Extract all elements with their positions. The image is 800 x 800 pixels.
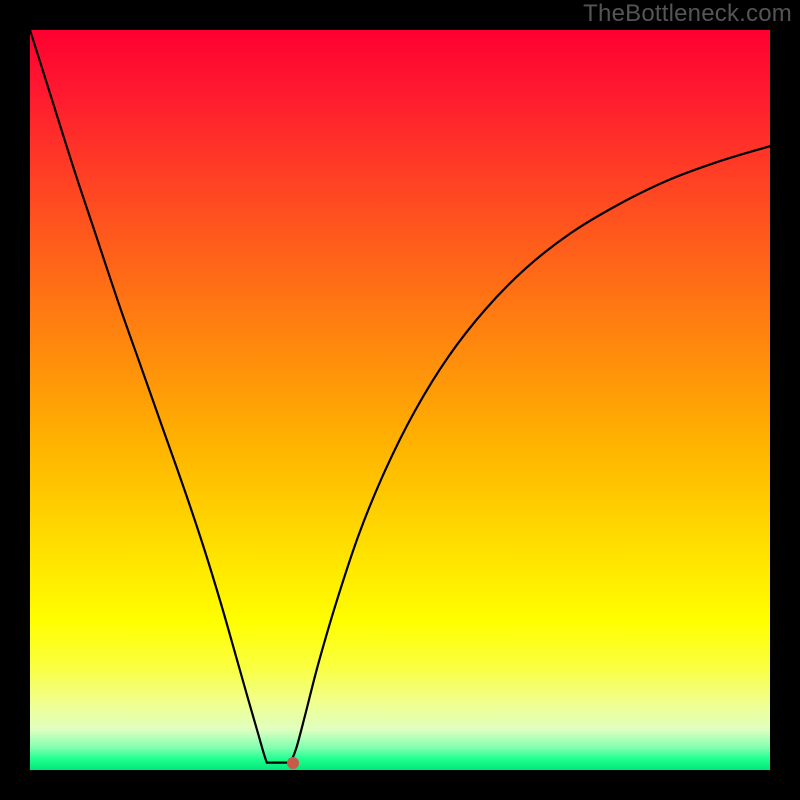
curve-left-branch bbox=[30, 30, 267, 763]
watermark-text: TheBottleneck.com bbox=[583, 0, 792, 28]
plot-frame bbox=[30, 30, 770, 770]
curve-svg bbox=[30, 30, 770, 770]
curve-minimum-marker bbox=[287, 757, 299, 769]
curve-right-branch bbox=[290, 146, 770, 762]
plot-area bbox=[30, 30, 770, 770]
chart-container: TheBottleneck.com bbox=[0, 0, 800, 800]
